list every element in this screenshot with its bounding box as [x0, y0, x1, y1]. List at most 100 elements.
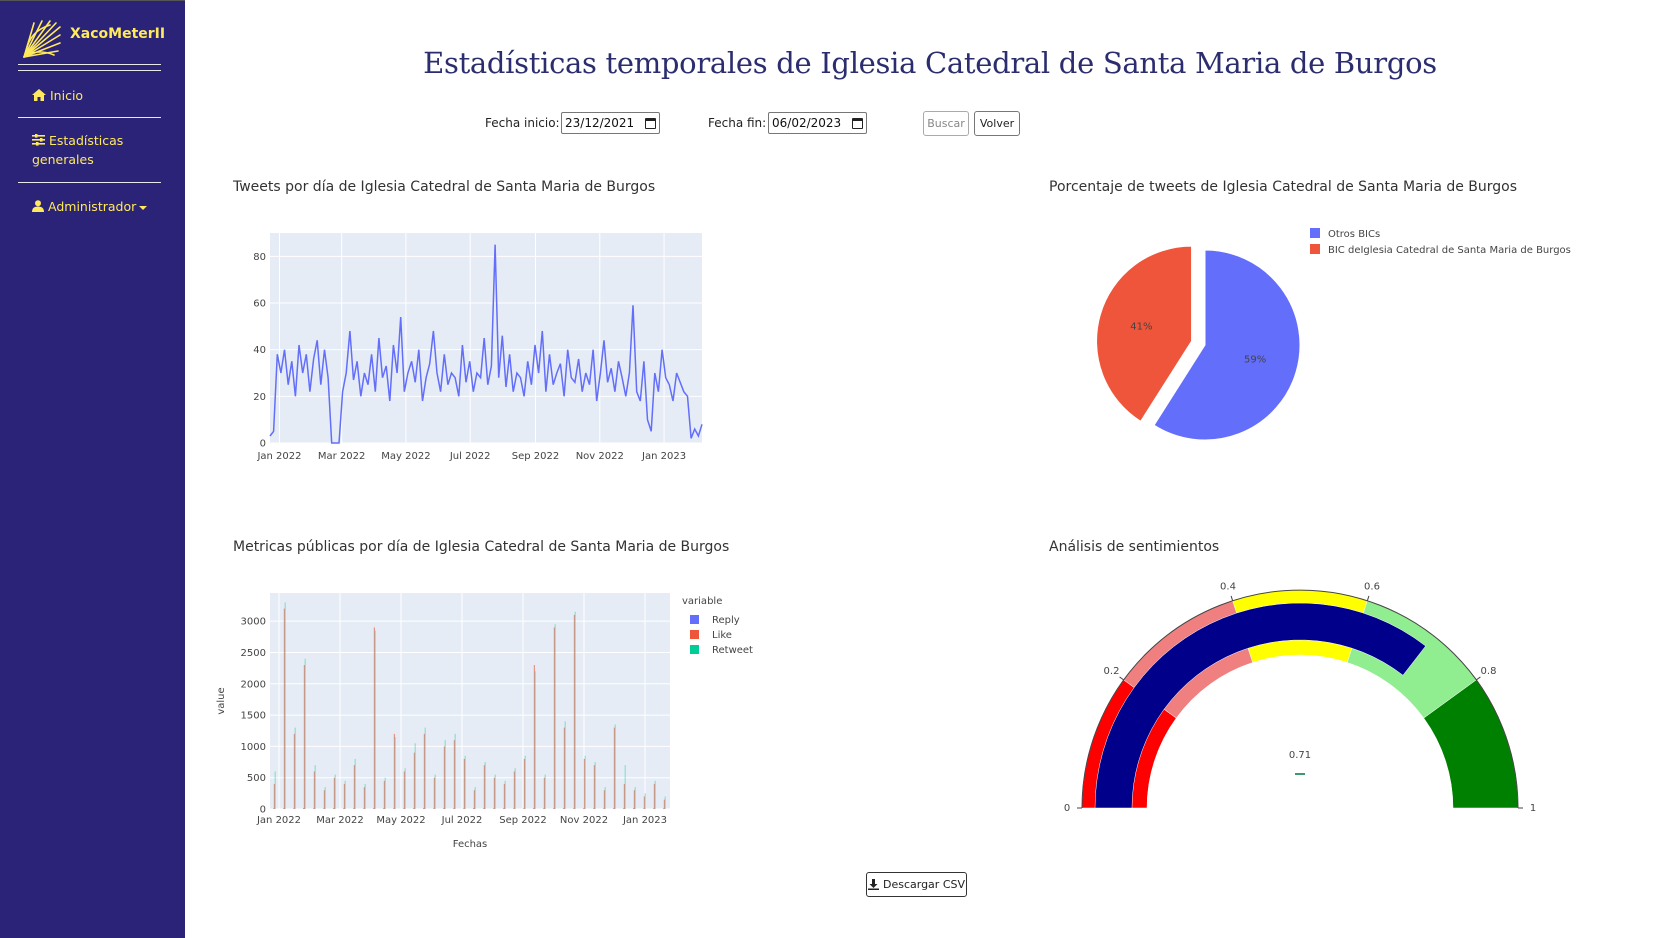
bar — [503, 783, 505, 809]
bar — [353, 765, 355, 809]
bar — [293, 733, 295, 809]
start-date-input[interactable]: 23/12/2021 — [561, 112, 660, 134]
legend-label: Otros BICs — [1328, 229, 1380, 240]
bar — [604, 787, 606, 809]
nav-item-inicio[interactable]: Inicio — [32, 86, 83, 105]
bar — [523, 758, 525, 809]
legend-label: BIC deIglesia Catedral de Santa Maria de… — [1328, 245, 1571, 256]
y-tick-label: 80 — [253, 252, 266, 263]
x-tick-label: Jan 2023 — [622, 815, 667, 826]
bar — [404, 768, 406, 809]
bar — [323, 790, 325, 809]
bar — [524, 755, 526, 809]
calendar-icon[interactable] — [852, 117, 863, 129]
bar — [293, 808, 295, 809]
divider — [18, 117, 161, 118]
bar — [603, 790, 605, 809]
bar — [273, 783, 275, 809]
bar — [424, 727, 426, 809]
bar — [643, 796, 645, 809]
bar — [533, 808, 535, 809]
bar — [584, 755, 586, 809]
bar — [634, 787, 636, 809]
bar — [383, 808, 385, 809]
bar — [564, 721, 566, 809]
bar — [513, 808, 515, 809]
bar — [644, 793, 646, 809]
bar — [554, 624, 556, 809]
x-tick-label: Jul 2022 — [441, 815, 483, 826]
gauge-tick — [1230, 595, 1234, 601]
bar — [504, 780, 506, 809]
gauge-tick-label: 0.6 — [1364, 581, 1380, 592]
bar — [454, 733, 456, 809]
gauge-tick-label: 1 — [1530, 803, 1536, 814]
download-icon — [867, 879, 879, 890]
bar — [333, 808, 335, 809]
gauge-tick — [1366, 595, 1370, 601]
bar — [464, 755, 466, 809]
brand[interactable]: XacoMeterII — [20, 19, 165, 59]
x-tick-label: Nov 2022 — [576, 451, 624, 462]
nav-item-estadisticas[interactable]: Estadísticas generales — [32, 131, 123, 169]
calendar-icon[interactable] — [645, 117, 656, 129]
nav-item-administrador[interactable]: Administrador — [32, 197, 151, 216]
bar — [573, 808, 575, 809]
bar — [453, 740, 455, 809]
tweets-line-chart[interactable]: 0 20 40 60 80 Jan 2022 Mar 2022 May 2022 Jul 202… — [240, 225, 720, 470]
legend-swatch — [1310, 244, 1320, 254]
y-tick-label: 0 — [260, 805, 266, 816]
bar — [534, 671, 536, 809]
bar — [363, 787, 365, 809]
end-date-input[interactable]: 06/02/2023 — [768, 112, 867, 134]
scallop-shell-icon — [23, 20, 61, 58]
bar — [344, 780, 346, 809]
y-tick-label: 40 — [253, 345, 266, 356]
bar — [303, 808, 305, 809]
gauge-tick-label: 0 — [1064, 803, 1070, 814]
bar — [333, 777, 335, 809]
pie-slice — [1096, 245, 1193, 422]
bar — [613, 727, 615, 809]
bar — [533, 665, 535, 809]
bar — [574, 611, 576, 809]
legend-swatch — [1310, 228, 1320, 238]
gauge-tick-label: 0.4 — [1220, 581, 1236, 592]
bar — [403, 771, 405, 809]
bar — [563, 808, 565, 809]
legend-swatch — [690, 630, 699, 639]
bar — [413, 752, 415, 809]
download-csv-label: Descargar CSV — [882, 878, 966, 891]
bar — [423, 808, 425, 809]
divider — [18, 182, 161, 183]
bar — [553, 627, 555, 809]
x-tick-label: Sep 2022 — [499, 815, 546, 826]
download-csv-button[interactable]: Descargar CSV — [866, 872, 967, 897]
legend-label: Like — [712, 630, 732, 641]
bar — [284, 602, 286, 809]
bar — [323, 808, 325, 809]
y-tick-label: 500 — [247, 773, 266, 784]
search-button[interactable]: Buscar — [923, 111, 969, 136]
bar — [393, 733, 395, 809]
start-date-label: Fecha inicio: — [485, 116, 560, 130]
bar — [543, 777, 545, 809]
sidebar: XacoMeterII Inicio Estadísticas generale… — [0, 0, 185, 938]
x-tick-label: Jan 2022 — [256, 451, 301, 462]
end-date-value: 06/02/2023 — [772, 116, 842, 130]
bar — [514, 768, 516, 809]
y-tick-label: 20 — [253, 392, 266, 403]
gauge-tick-label: 0.8 — [1481, 666, 1497, 677]
back-button[interactable]: Volver — [974, 111, 1020, 136]
bar — [463, 758, 465, 809]
bar — [573, 614, 575, 809]
metrics-bar-chart[interactable]: 0 500 1000 1500 2000 2500 3000 Jan 2022 Mar 2022… — [200, 585, 780, 850]
tweets-pie-chart[interactable]: 59% 41% Otros BICs BIC deIglesia Catedral d… — [1080, 225, 1600, 455]
sentiment-gauge[interactable]: 0 0.2 0.4 0.6 0.8 1 0.71 — [1060, 580, 1540, 820]
gauge-delta-mark — [1295, 773, 1305, 775]
home-icon — [32, 89, 46, 101]
legend-label: Retweet — [712, 645, 753, 656]
bar — [304, 658, 306, 809]
x-tick-label: May 2022 — [381, 451, 430, 462]
bar — [433, 777, 435, 809]
